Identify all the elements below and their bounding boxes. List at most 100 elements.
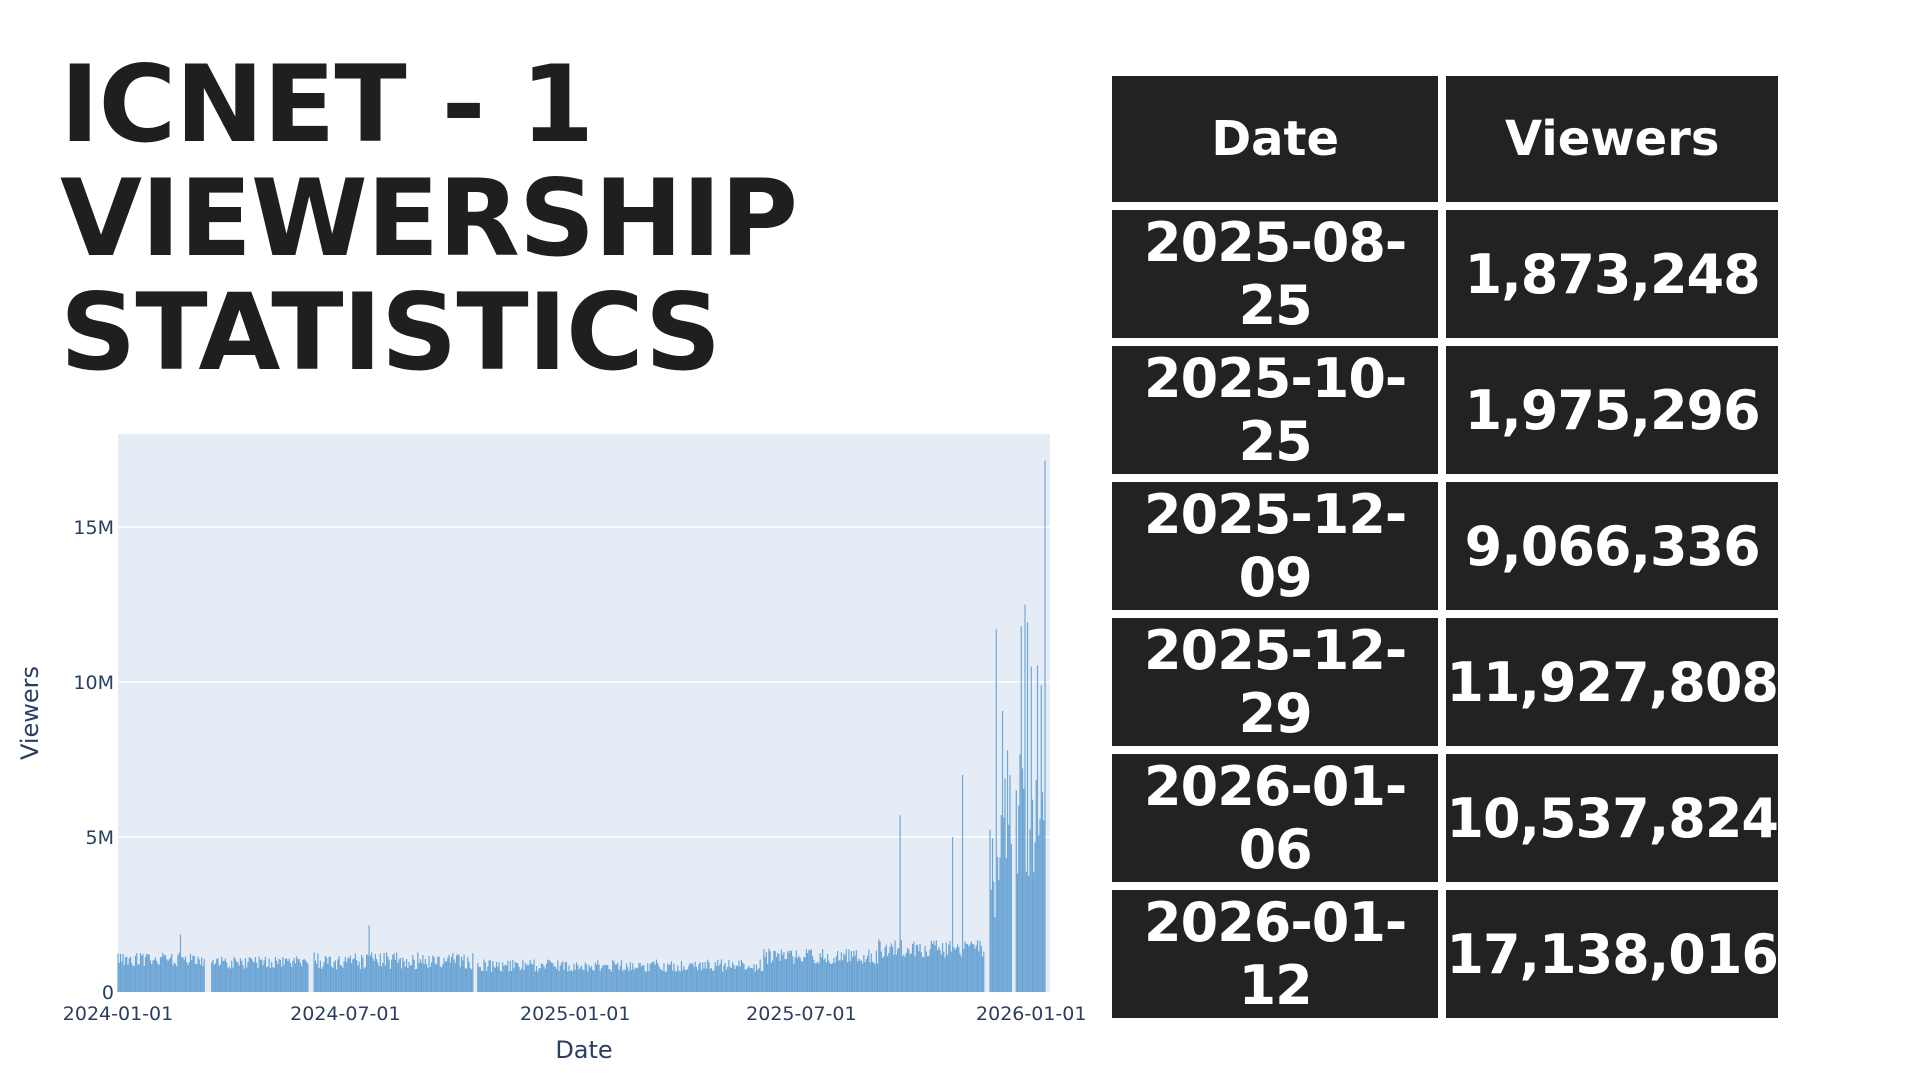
bar: [231, 960, 233, 992]
bar: [428, 956, 430, 992]
bar: [435, 964, 438, 992]
bar: [639, 963, 641, 992]
bar: [547, 959, 549, 992]
bar: [376, 958, 378, 992]
bar: [167, 960, 169, 992]
bar: [539, 968, 541, 992]
bar: [820, 957, 822, 992]
bar: [286, 958, 288, 992]
bar: [689, 963, 691, 992]
bar: [657, 963, 659, 992]
bar: [284, 958, 287, 992]
bar: [934, 945, 936, 992]
bar: [314, 960, 316, 992]
bar: [732, 962, 734, 992]
bar: [677, 965, 679, 992]
bar: [489, 960, 491, 992]
bar: [593, 970, 595, 992]
bar: [968, 946, 970, 992]
bar: [193, 955, 195, 992]
bar: [303, 959, 305, 992]
bar: [613, 961, 615, 992]
bar: [935, 940, 937, 992]
bar-peak: [990, 889, 992, 992]
bar: [349, 955, 351, 992]
bar: [948, 944, 950, 992]
bar: [830, 963, 832, 992]
bar: [487, 966, 489, 992]
bar: [971, 943, 974, 992]
bar: [998, 880, 1000, 992]
bar: [410, 964, 413, 992]
bar: [963, 948, 965, 992]
bar: [874, 964, 876, 992]
bar: [567, 971, 569, 992]
bar: [670, 961, 673, 992]
bar: [848, 949, 850, 992]
bar: [142, 954, 144, 992]
bar: [294, 963, 296, 992]
bar: [394, 959, 396, 992]
bar: [965, 943, 967, 992]
bar: [302, 959, 304, 992]
bar: [391, 959, 393, 992]
bar: [279, 959, 282, 992]
bar: [553, 966, 555, 992]
bar: [242, 965, 244, 992]
bar: [790, 950, 792, 992]
bar: [577, 965, 579, 992]
bar: [1010, 843, 1012, 992]
bar: [569, 970, 571, 992]
bar: [217, 957, 219, 992]
bar: [323, 962, 325, 992]
bar: [662, 970, 664, 992]
bar: [623, 969, 625, 992]
bar: [492, 960, 494, 992]
bar: [522, 960, 524, 992]
x-tick-label: 2024-07-01: [290, 1003, 400, 1025]
bar: [705, 968, 708, 992]
bar: [484, 962, 486, 992]
bar: [871, 961, 874, 992]
bar-peak: [1036, 665, 1039, 992]
bar: [649, 964, 651, 992]
bar: [538, 968, 540, 992]
bar: [780, 949, 782, 992]
bar: [139, 953, 142, 992]
bar: [745, 969, 748, 992]
bar: [156, 960, 158, 992]
bar: [408, 961, 410, 992]
bar: [281, 966, 283, 992]
bar: [500, 971, 503, 992]
bar: [667, 963, 669, 992]
bar: [332, 967, 334, 992]
bar: [868, 949, 870, 992]
bar: [550, 962, 553, 992]
bar: [188, 962, 190, 992]
bar: [645, 971, 648, 992]
bar: [128, 958, 130, 992]
bar: [307, 963, 309, 992]
bar: [154, 957, 157, 992]
bar: [278, 958, 280, 992]
bar: [960, 956, 962, 992]
bar: [166, 959, 168, 992]
bar: [592, 969, 594, 992]
bar: [445, 961, 448, 992]
bar: [321, 969, 323, 992]
bar: [238, 965, 240, 992]
bar: [211, 962, 213, 992]
bar: [994, 917, 996, 992]
bar: [880, 951, 882, 992]
bar: [171, 953, 173, 992]
bar: [923, 957, 925, 992]
bar: [1043, 820, 1045, 992]
bar: [524, 962, 526, 992]
bar: [740, 959, 743, 992]
bar: [707, 959, 709, 992]
bar: [313, 952, 315, 992]
bar: [271, 962, 273, 992]
bar: [610, 971, 613, 992]
bar: [434, 963, 436, 992]
bar: [268, 958, 270, 992]
